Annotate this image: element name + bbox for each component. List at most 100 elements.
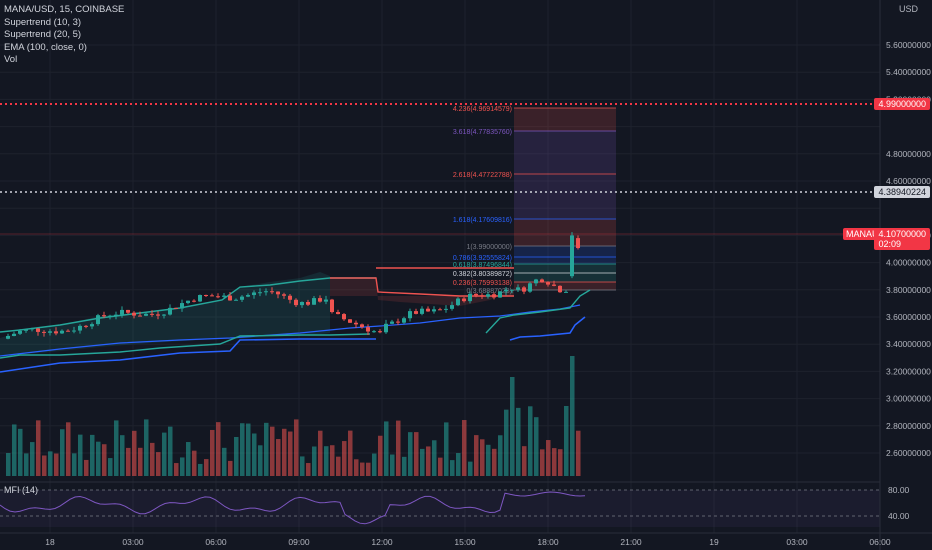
volume-bar	[486, 444, 491, 476]
supertrend-10-line	[0, 277, 376, 333]
horizontal-lines[interactable]	[0, 103, 880, 235]
volume-bar	[30, 442, 35, 476]
time-axis-label: 18	[45, 537, 55, 547]
time-axis-label: 03:00	[122, 537, 144, 547]
candle-body	[132, 312, 136, 316]
symbol-title[interactable]: MANA/USD, 15, COINBASE	[4, 4, 125, 15]
supertrend-zones	[0, 272, 514, 356]
candle-body	[474, 293, 478, 296]
indicator-ema-100[interactable]: EMA (100, close, 0)	[4, 41, 87, 53]
volume-bar	[312, 446, 317, 476]
supertrend-blue-line	[0, 338, 376, 373]
candle-body	[198, 295, 202, 302]
fib-level-label: 0.618(3.87496844)	[453, 262, 512, 269]
price-axis-label: 3.20000000	[886, 366, 931, 376]
price-axis-label: 2.60000000	[886, 448, 931, 458]
candle-body	[282, 294, 286, 296]
candle-body	[510, 289, 514, 291]
candle-body	[54, 331, 58, 334]
chart-legend: MANA/USD, 15, COINBASE Supertrend (10, 3…	[4, 4, 124, 67]
fibonacci-extension[interactable]: 4.236(4.96914579) 3.618(4.77835760) 2.618(…	[453, 106, 616, 295]
volume-bar	[36, 420, 41, 476]
candle-body	[444, 308, 448, 310]
candle-body	[414, 311, 418, 314]
volume-bar	[216, 422, 221, 476]
candle-body	[456, 298, 460, 306]
candle-body	[162, 314, 166, 316]
volume-bar	[306, 463, 311, 476]
volume-bar	[186, 442, 191, 476]
volume-bar	[402, 456, 407, 476]
volume-bar	[234, 436, 239, 476]
currency-label: USD	[898, 4, 918, 14]
candle-body	[6, 335, 10, 339]
volume-bar	[132, 430, 137, 476]
volume-bar	[294, 419, 299, 476]
time-axis-label: 06:00	[205, 537, 227, 547]
candle-body	[12, 333, 16, 336]
volume-bar	[90, 434, 95, 476]
candle-body	[48, 331, 52, 333]
time-axis-label: 03:00	[786, 537, 808, 547]
current-price-tag: 4.10700000 02:09	[874, 228, 930, 250]
candle-body	[240, 296, 244, 300]
volume-bar	[168, 426, 173, 476]
fib-level-label: 0(3.68887028)	[466, 288, 512, 295]
candle-body	[318, 298, 322, 302]
volume-bar	[534, 417, 539, 476]
candle-body	[126, 309, 130, 313]
indicator-volume[interactable]: Vol	[4, 54, 18, 65]
price-axis-label: 3.60000000	[886, 312, 931, 322]
fib-band	[514, 108, 616, 131]
candle-body	[360, 324, 364, 328]
candle-body	[294, 299, 298, 306]
volume-bar	[258, 445, 263, 476]
volume-bar	[78, 434, 83, 476]
fib-band	[514, 273, 616, 282]
candle-body	[564, 291, 568, 293]
fib-band	[514, 131, 616, 174]
red-line-price-tag: 4.99000000	[874, 98, 930, 110]
volume-bar	[6, 453, 11, 476]
uptrend-zone	[0, 272, 330, 356]
candle-body	[168, 307, 172, 315]
mfi-title: MFI (14)	[4, 485, 38, 495]
volume-bar	[114, 420, 119, 476]
indicator-supertrend-10[interactable]: Supertrend (10, 3)	[4, 16, 82, 28]
candle-body	[18, 330, 22, 334]
candle-body	[552, 284, 556, 286]
time-axis-label: 19	[709, 537, 719, 547]
volume-bar	[438, 457, 443, 476]
volume-bar	[432, 440, 437, 476]
volume-bar	[198, 463, 203, 476]
volume-bar	[66, 422, 71, 476]
candle-body	[60, 330, 64, 334]
volume-bar	[276, 439, 281, 476]
fib-level-label: 1.618(4.17609816)	[453, 217, 512, 224]
volume-bar	[522, 446, 527, 476]
candle-body	[396, 321, 400, 323]
volume-bar	[396, 420, 401, 476]
candle-body	[174, 307, 178, 309]
candle-body	[108, 315, 112, 317]
volume-bar	[366, 462, 371, 476]
volume-bar	[426, 446, 431, 476]
candle-body	[42, 331, 46, 333]
indicator-supertrend-20[interactable]: Supertrend (20, 5)	[4, 29, 82, 40]
volume-bar	[444, 422, 449, 476]
volume-bar	[240, 423, 245, 476]
candle-body	[432, 309, 436, 312]
candle-body	[270, 291, 274, 293]
mfi-axis-label: 80.00	[888, 485, 910, 495]
volume-bar	[72, 453, 77, 476]
volume-bar	[228, 460, 233, 476]
volume-bar	[300, 456, 305, 476]
candle-body	[504, 289, 508, 292]
volume-bar	[54, 453, 59, 476]
fib-band	[514, 257, 616, 264]
candle-body	[210, 295, 214, 297]
candle-body	[114, 314, 118, 316]
candle-body	[156, 314, 160, 316]
